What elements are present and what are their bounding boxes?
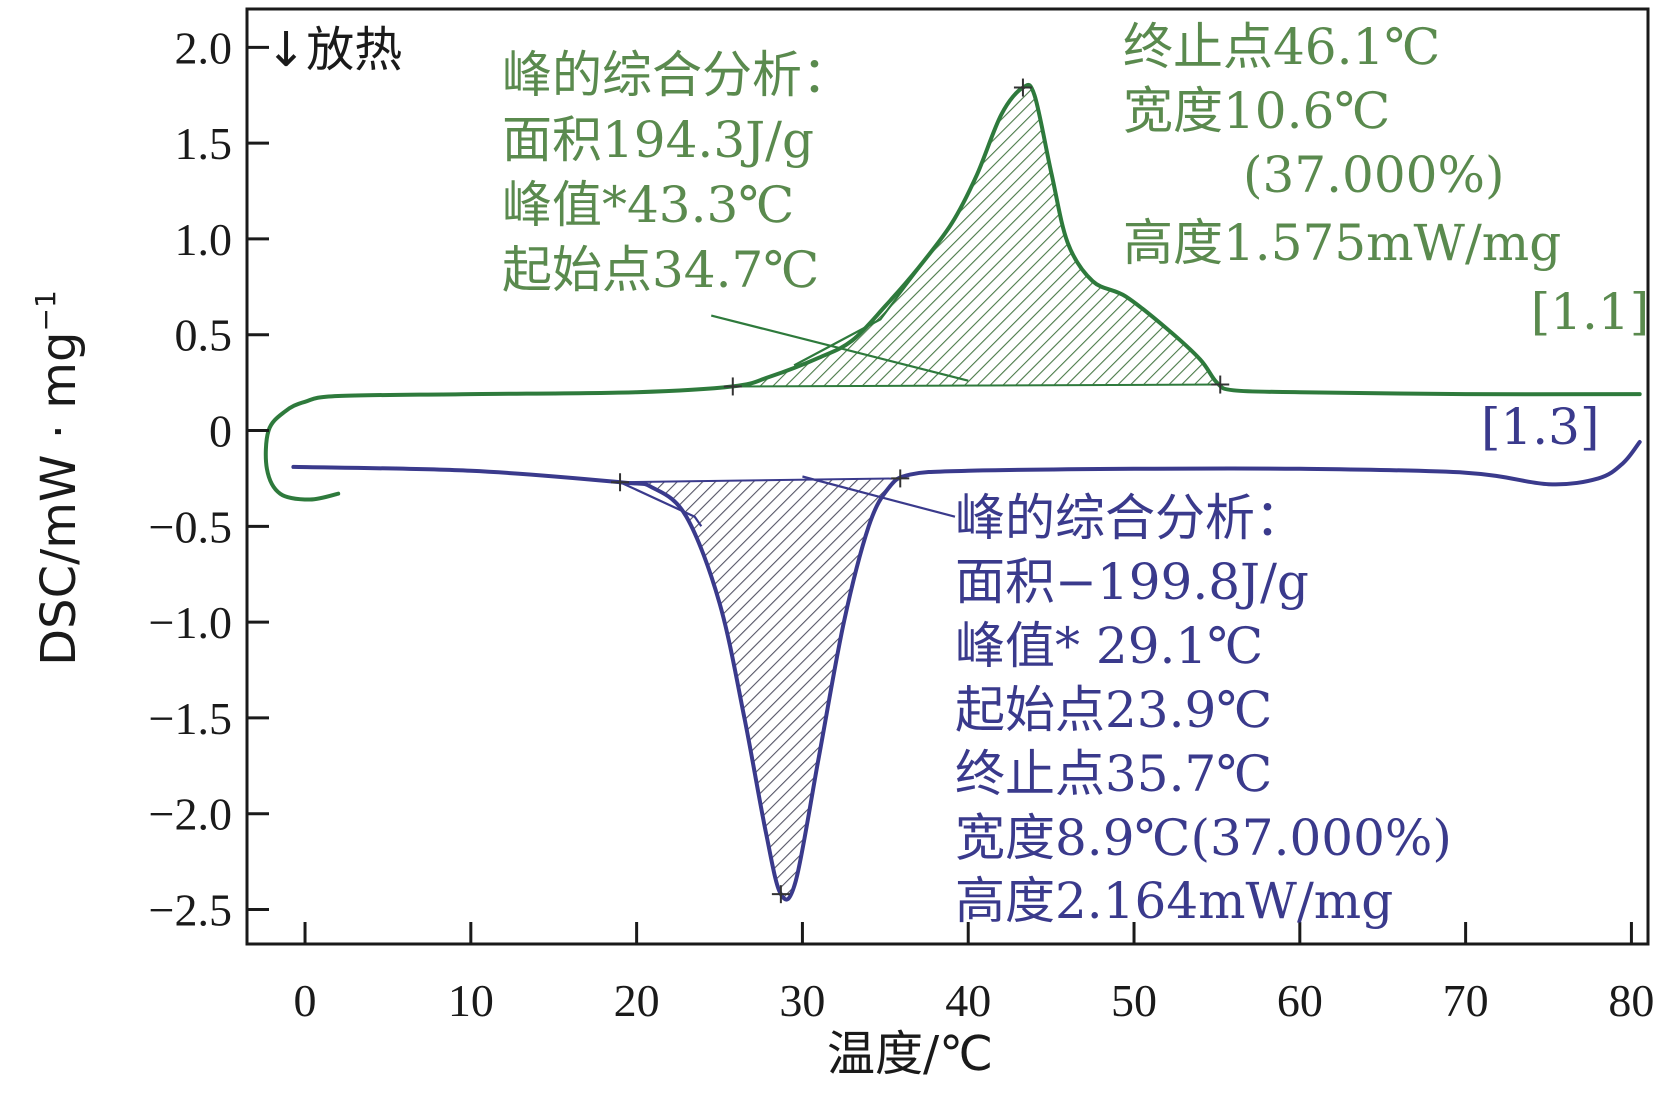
y-tick-label: −1.0 [149, 597, 232, 648]
x-tick-label: 60 [1277, 975, 1323, 1026]
annotation-leader-green [710, 314, 969, 382]
series-label-green: [1.1] [1531, 283, 1650, 341]
marker-layer [611, 78, 1230, 904]
annotation-green-line: 峰的综合分析： [502, 46, 852, 104]
annotation-leader-blue [802, 475, 956, 518]
x-tick-label: 40 [945, 975, 991, 1026]
y-tick-label: −2.0 [149, 789, 232, 840]
point-marker-green [1211, 375, 1230, 394]
integration-baseline-blue [620, 477, 901, 484]
annotation-blue-line: 宽度8.9℃(37.000%) [955, 809, 1452, 867]
point-marker-blue [611, 473, 630, 492]
annotation-blue: 峰的综合分析： 面积−199.8J/g 峰值* 29.1℃ 起始点23.9℃ 终… [955, 489, 1452, 930]
y-tick-label: 2.0 [175, 22, 233, 73]
point-marker-green [1013, 78, 1032, 97]
annotation-blue-line: 峰值* 29.1℃ [955, 617, 1263, 675]
x-tick-label: 80 [1608, 975, 1654, 1026]
annotation-green-right: 终止点46.1℃ 宽度10.6℃ (37.000%) 高度1.575mW/mg [1123, 18, 1561, 272]
series-line-green [263, 82, 1642, 502]
annotation-blue-line: 起始点23.9℃ [955, 681, 1272, 739]
y-tick-label: 1.0 [175, 214, 233, 265]
point-marker-blue [891, 469, 910, 488]
peak-area-blue [620, 478, 901, 900]
tick-layer: 0 10 20 30 40 50 60 70 80 2.0 1.5 1.0 0.5 0 −0.5 −1.0 −1… [149, 22, 1655, 1026]
annotation-green-line: 终止点46.1℃ [1123, 18, 1440, 76]
y-tick-label: 0.5 [175, 310, 233, 361]
point-marker-blue [771, 885, 790, 904]
annotation-green-line: 峰值*43.3℃ [502, 176, 794, 234]
y-axis-title-main: DSC/mW · mg [31, 331, 87, 665]
y-tick-label: 0 [209, 406, 232, 457]
integration-baseline-green [732, 383, 1221, 388]
annotation-blue-line: 终止点35.7℃ [955, 745, 1272, 803]
series-layer [263, 82, 1642, 902]
y-axis-title-sup: −1 [29, 290, 62, 331]
annotation-blue-line: 面积−199.8J/g [955, 553, 1309, 611]
y-tick-label: −2.5 [149, 885, 232, 936]
annotation-green-line: 面积194.3J/g [502, 111, 814, 169]
annotation-green-line: 起始点34.7℃ [502, 241, 819, 299]
peak-area-green [732, 84, 1221, 387]
annotation-green-line: 宽度10.6℃ [1123, 82, 1390, 140]
series-line-blue [291, 440, 1642, 902]
x-tick-label: 10 [448, 975, 494, 1026]
peak-shading-layer [620, 84, 1221, 900]
plot-frame [245, 7, 1650, 946]
onset-tangent-blue [619, 481, 703, 527]
y-axis-title: DSC/mW · mg−1 [29, 290, 87, 666]
x-tick-label: 50 [1111, 975, 1157, 1026]
x-axis-title: 温度/℃ [827, 1026, 993, 1082]
annotation-blue-line: 高度2.164mW/mg [955, 872, 1393, 930]
x-tick-label: 30 [779, 975, 825, 1026]
x-tick-label: 20 [614, 975, 660, 1026]
series-label-blue: [1.3] [1481, 398, 1600, 456]
annotation-blue-line: 峰的综合分析： [955, 489, 1305, 547]
y-axis-title-group: DSC/mW · mg−1 [29, 290, 87, 666]
y-tick-label: −0.5 [149, 501, 232, 552]
y-tick-label: −1.5 [149, 693, 232, 744]
exo-label: ↓放热 [266, 22, 402, 78]
annotation-green-line: (37.000%) [1243, 146, 1504, 204]
annotation-green-left: 峰的综合分析： 面积194.3J/g 峰值*43.3℃ 起始点34.7℃ [502, 46, 852, 299]
point-marker-green [723, 377, 742, 396]
annotation-green-line: 高度1.575mW/mg [1123, 214, 1561, 272]
x-tick-label: 0 [294, 975, 317, 1026]
x-tick-label: 70 [1443, 975, 1489, 1026]
y-tick-label: 1.5 [175, 118, 233, 169]
